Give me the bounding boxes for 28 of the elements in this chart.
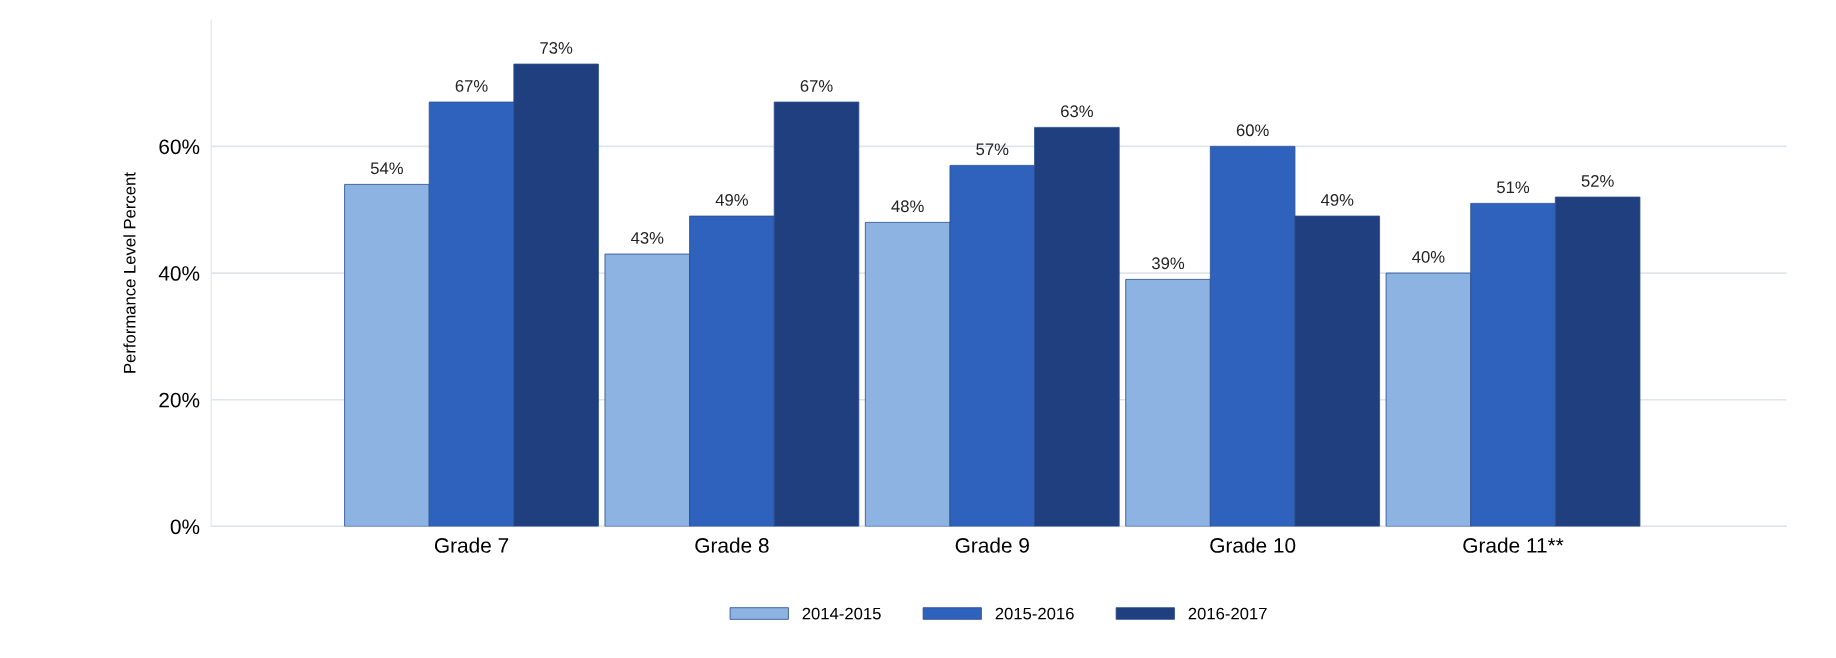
x-tick-label: Grade 11** (1463, 537, 1564, 553)
legend-label: 2015-2016 (995, 607, 1074, 620)
data-label: 49% (715, 194, 748, 206)
y-tick-label: 60% (159, 139, 200, 155)
y-axis-title: Performance Level Percent (123, 172, 136, 373)
y-tick-label: 20% (159, 392, 200, 408)
x-tick-label: Grade 7 (434, 537, 509, 553)
x-tick-label: Grade 10 (1210, 537, 1296, 553)
y-tick-label: 40% (158, 266, 200, 281)
x-tick-label: Grade 8 (695, 537, 769, 553)
data-label: 52% (1581, 175, 1614, 187)
legend-label: 2016-2017 (1188, 607, 1267, 620)
data-label: 67% (800, 80, 833, 92)
data-label: 40% (1412, 251, 1445, 263)
data-label: 48% (891, 200, 924, 213)
data-label: 54% (370, 162, 403, 175)
legend-label: 2014-2015 (802, 607, 881, 620)
data-label: 39% (1151, 257, 1185, 270)
data-label: 57% (976, 143, 1009, 156)
data-label: 49% (1320, 194, 1354, 206)
data-label: 60% (1236, 124, 1269, 137)
data-label: 43% (630, 232, 664, 244)
y-tick-label: 0% (170, 519, 200, 535)
data-label: 51% (1497, 181, 1530, 194)
x-tick-label: Grade 9 (955, 537, 1029, 553)
data-label: 67% (455, 80, 488, 92)
data-label: 73% (540, 42, 573, 54)
data-label: 63% (1061, 105, 1093, 118)
